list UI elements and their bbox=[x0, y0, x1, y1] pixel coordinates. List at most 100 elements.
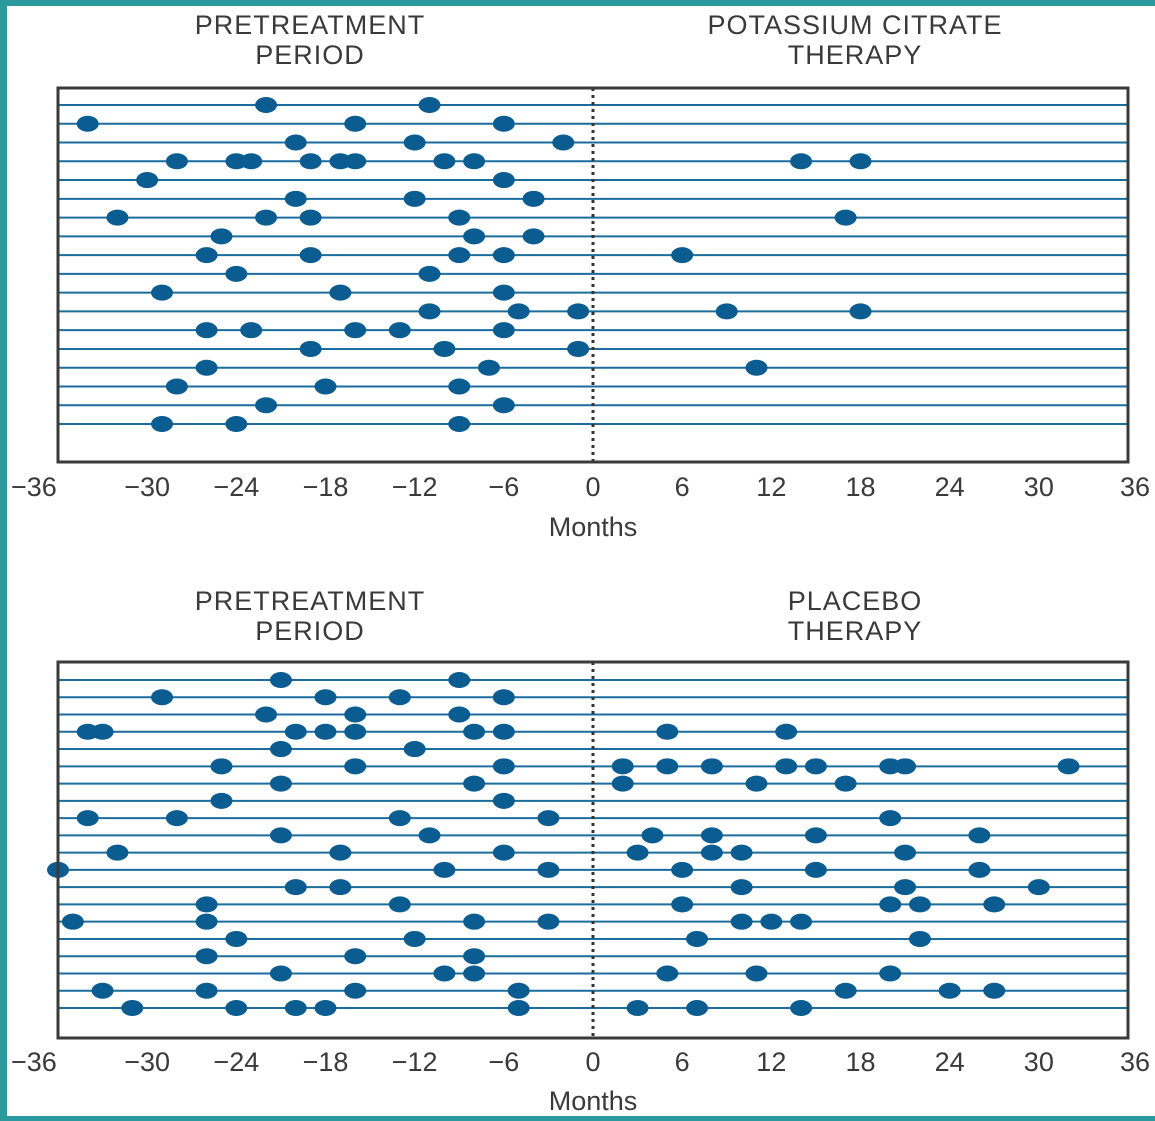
stone-event-dot bbox=[804, 861, 827, 878]
stone-event-dot bbox=[195, 982, 218, 999]
stone-event-dot bbox=[463, 913, 486, 930]
stone-event-dot bbox=[1027, 879, 1050, 896]
stone-event-dot bbox=[344, 723, 367, 740]
stone-event-dot bbox=[91, 982, 114, 999]
panel1-tick-label: 18 bbox=[845, 472, 875, 502]
stone-event-dot bbox=[492, 723, 515, 740]
stone-event-dot bbox=[255, 397, 278, 414]
stone-event-dot bbox=[448, 706, 471, 723]
stone-event-dot bbox=[195, 913, 218, 930]
panel1-event-dots bbox=[76, 97, 872, 432]
stone-event-dot bbox=[1057, 758, 1080, 775]
stone-event-dot bbox=[834, 982, 857, 999]
stone-event-dot bbox=[344, 153, 367, 170]
stone-event-dot bbox=[894, 758, 917, 775]
stone-event-dot bbox=[626, 1000, 649, 1016]
panel2-left-header-line1: PRETREATMENT bbox=[195, 586, 426, 616]
panel1-tick-label: 6 bbox=[675, 472, 690, 502]
panel2-tick-label: 24 bbox=[935, 1047, 965, 1077]
stone-event-dot bbox=[463, 723, 486, 740]
stone-event-dot bbox=[299, 153, 322, 170]
panel2-tick-label: 18 bbox=[845, 1047, 875, 1077]
panel2-right-header-line1: PLACEBO bbox=[788, 586, 923, 616]
panel2-x-tick-labels: −36 −30 −24 −18 −12 −6 0 6 12 18 24 30 3… bbox=[11, 1047, 1150, 1077]
stone-event-dot bbox=[448, 416, 471, 432]
stone-event-dot bbox=[775, 723, 798, 740]
stone-event-dot bbox=[849, 153, 872, 170]
stone-event-dot bbox=[507, 303, 530, 320]
stone-event-dot bbox=[329, 844, 352, 861]
stone-event-dot bbox=[269, 672, 292, 688]
stone-event-dot bbox=[908, 896, 931, 913]
stone-event-dot bbox=[448, 672, 471, 688]
panel1-tick-label: 24 bbox=[935, 472, 965, 502]
panel1-right-header-line1: POTASSIUM CITRATE bbox=[707, 10, 1002, 40]
panel1-tick-label: −6 bbox=[488, 472, 519, 502]
stone-event-dot bbox=[284, 723, 307, 740]
stone-event-dot bbox=[804, 758, 827, 775]
panel2-tick-label: 12 bbox=[756, 1047, 786, 1077]
figure-svg: PRETREATMENT PERIOD POTASSIUM CITRATE TH… bbox=[11, 10, 1150, 1116]
stone-event-dot bbox=[879, 810, 902, 827]
panel1-tick-label: −36 bbox=[11, 472, 57, 502]
potassium-citrate-panel: PRETREATMENT PERIOD POTASSIUM CITRATE TH… bbox=[11, 10, 1150, 542]
panel2-tick-label: −12 bbox=[392, 1047, 438, 1077]
panel2-x-axis-title: Months bbox=[549, 1086, 638, 1116]
stone-event-dot bbox=[61, 913, 84, 930]
stone-event-dot bbox=[106, 844, 129, 861]
stone-event-dot bbox=[671, 896, 694, 913]
stone-event-dot bbox=[151, 689, 174, 706]
stone-event-dot bbox=[790, 153, 813, 170]
placebo-panel: PRETREATMENT PERIOD PLACEBO THERAPY −36 … bbox=[11, 586, 1150, 1116]
stone-event-dot bbox=[344, 948, 367, 965]
stone-event-dot bbox=[745, 965, 768, 982]
stone-event-dot bbox=[448, 378, 471, 395]
panel1-tick-label: −18 bbox=[303, 472, 349, 502]
stone-event-dot bbox=[269, 827, 292, 844]
stone-event-dot bbox=[403, 930, 426, 947]
stone-event-dot bbox=[314, 1000, 337, 1016]
stone-event-dot bbox=[611, 758, 634, 775]
stone-event-dot bbox=[849, 303, 872, 320]
stone-event-dot bbox=[136, 172, 159, 189]
stone-event-dot bbox=[165, 810, 188, 827]
stone-event-dot bbox=[790, 1000, 813, 1016]
stone-event-dot bbox=[715, 303, 738, 320]
stone-event-dot bbox=[284, 1000, 307, 1016]
stone-event-dot bbox=[463, 775, 486, 792]
stone-event-dot bbox=[151, 284, 174, 301]
stone-event-dot bbox=[284, 879, 307, 896]
panel2-event-dots bbox=[47, 672, 1080, 1016]
stone-event-dot bbox=[983, 982, 1006, 999]
stone-event-dot bbox=[121, 1000, 144, 1016]
stone-event-dot bbox=[492, 247, 515, 264]
panel2-tick-label: −24 bbox=[213, 1047, 259, 1077]
stone-event-dot bbox=[492, 758, 515, 775]
stone-event-dot bbox=[968, 861, 991, 878]
stone-event-dot bbox=[433, 861, 456, 878]
stone-event-dot bbox=[626, 844, 649, 861]
stone-event-dot bbox=[611, 775, 634, 792]
stone-event-dot bbox=[284, 190, 307, 207]
stone-event-dot bbox=[418, 97, 441, 113]
stone-event-dot bbox=[448, 209, 471, 226]
panel2-left-header-line2: PERIOD bbox=[255, 616, 365, 646]
panel2-tick-label: 6 bbox=[675, 1047, 690, 1077]
panel1-x-axis-title: Months bbox=[549, 512, 638, 542]
stone-event-dot bbox=[804, 827, 827, 844]
stone-event-dot bbox=[552, 134, 575, 151]
stone-event-dot bbox=[463, 965, 486, 982]
panel1-tick-label: −24 bbox=[213, 472, 259, 502]
stone-event-dot bbox=[775, 758, 798, 775]
stone-event-dot bbox=[284, 134, 307, 151]
stone-event-dot bbox=[656, 758, 679, 775]
panel1-tick-label: 0 bbox=[585, 472, 600, 502]
stone-event-dot bbox=[745, 775, 768, 792]
stone-event-dot bbox=[314, 689, 337, 706]
stone-event-dot bbox=[700, 758, 723, 775]
stone-event-dot bbox=[210, 792, 233, 809]
panel1-tick-label: −12 bbox=[392, 472, 438, 502]
stone-event-dot bbox=[388, 322, 411, 339]
stone-event-dot bbox=[225, 1000, 248, 1016]
stone-event-dot bbox=[344, 982, 367, 999]
